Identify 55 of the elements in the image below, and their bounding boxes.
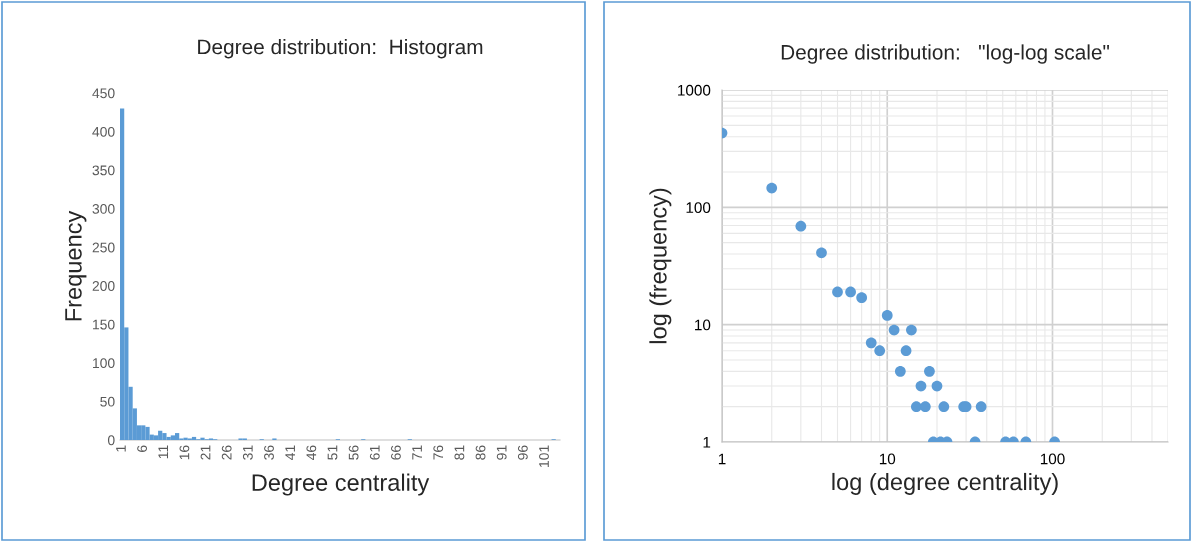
chart-title: Degree distribution: "log-log scale" <box>781 44 1110 64</box>
x-tick-label: 10 <box>879 453 896 465</box>
x-tick-label: 100 <box>1040 453 1065 465</box>
bar <box>166 436 171 440</box>
x-tick-label: 36 <box>264 445 274 460</box>
y-tick-label: 10 <box>695 319 711 331</box>
y-tick-label: 250 <box>92 242 115 253</box>
x-tick-label: 81 <box>454 445 465 460</box>
chart-title: Degree distribution: Histogram <box>198 39 483 59</box>
x-tick-label: 71 <box>412 445 422 460</box>
y-axis-title: log (frequency) <box>649 188 672 344</box>
y-tick-label: 1000 <box>678 84 711 96</box>
x-tick-label: 16 <box>179 445 190 460</box>
x-tick-label: 66 <box>391 445 401 460</box>
bar <box>175 433 180 440</box>
y-tick-label: 150 <box>93 319 115 330</box>
bar <box>162 433 167 440</box>
x-tick-label: 56 <box>348 445 359 460</box>
x-tick-label: 101 <box>539 445 549 467</box>
bar <box>191 436 197 440</box>
x-tick-label: 51 <box>327 445 338 460</box>
bar <box>153 435 159 440</box>
x-tick-label: 1 <box>718 453 726 465</box>
bar <box>145 426 150 440</box>
bar <box>170 435 175 440</box>
y-tick-label: 450 <box>92 88 115 99</box>
bar <box>183 437 188 440</box>
x-tick-label: 86 <box>475 445 486 460</box>
x-tick-label: 21 <box>200 445 211 460</box>
y-tick-label: 300 <box>92 204 115 214</box>
bar <box>200 437 205 440</box>
x-tick-label: 31 <box>242 445 253 460</box>
y-tick-label: 400 <box>92 126 115 137</box>
y-tick-label: 100 <box>93 358 115 369</box>
x-tick-label: 26 <box>221 445 232 460</box>
y-tick-label: 350 <box>92 165 115 176</box>
bar <box>158 430 163 440</box>
x-tick-label: 6 <box>137 445 147 452</box>
x-tick-label: 96 <box>517 445 528 460</box>
x-tick-label: 1 <box>116 445 126 452</box>
bar <box>120 108 125 440</box>
y-tick-label: 50 <box>100 396 115 407</box>
y-tick-label: 100 <box>686 202 711 214</box>
x-tick-label: 91 <box>496 445 507 460</box>
y-tick-label: 0 <box>107 435 115 446</box>
x-tick-label: 41 <box>285 445 295 460</box>
y-tick-label: 200 <box>92 281 115 291</box>
x-tick-label: 76 <box>433 445 444 460</box>
x-tick-label: 46 <box>306 445 317 460</box>
bar <box>141 425 146 440</box>
y-axis-title: Frequency <box>65 210 87 321</box>
x-axis-title: log (degree centrality) <box>832 472 1058 495</box>
x-axis-title: Degree centrality <box>252 473 430 496</box>
x-tick-label: 61 <box>369 445 380 460</box>
x-tick-label: 11 <box>158 445 169 459</box>
